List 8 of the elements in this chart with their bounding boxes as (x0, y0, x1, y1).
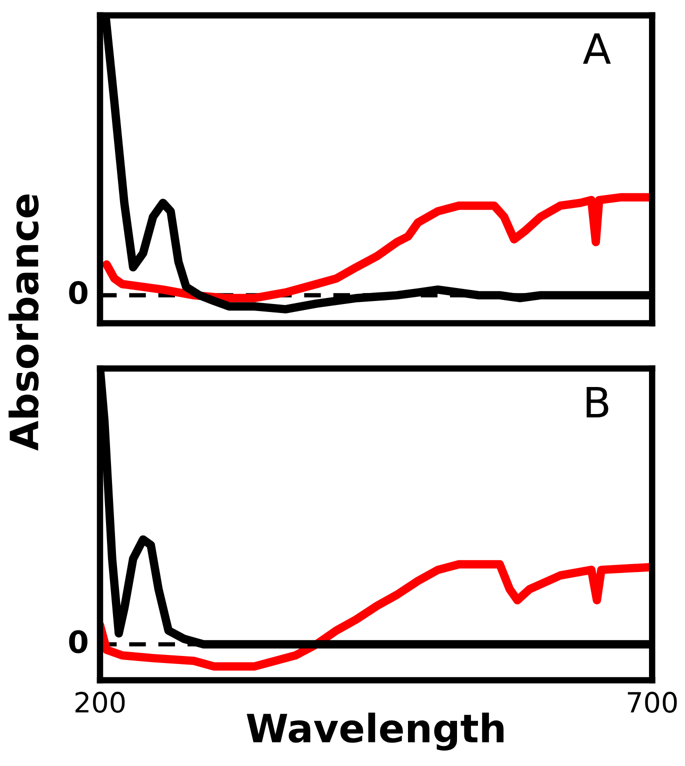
annotation: B (586, 386, 608, 418)
x-tick-label: 700 (628, 692, 677, 713)
ref-line-label: 0 (69, 630, 88, 654)
ref-line-label: 0 (69, 281, 88, 304)
y-axis-title: Absorbance (8, 194, 39, 451)
x-axis-title: Wavelength (246, 712, 504, 751)
annotation: A (582, 33, 611, 64)
x-tick-label: 200 (76, 692, 125, 713)
